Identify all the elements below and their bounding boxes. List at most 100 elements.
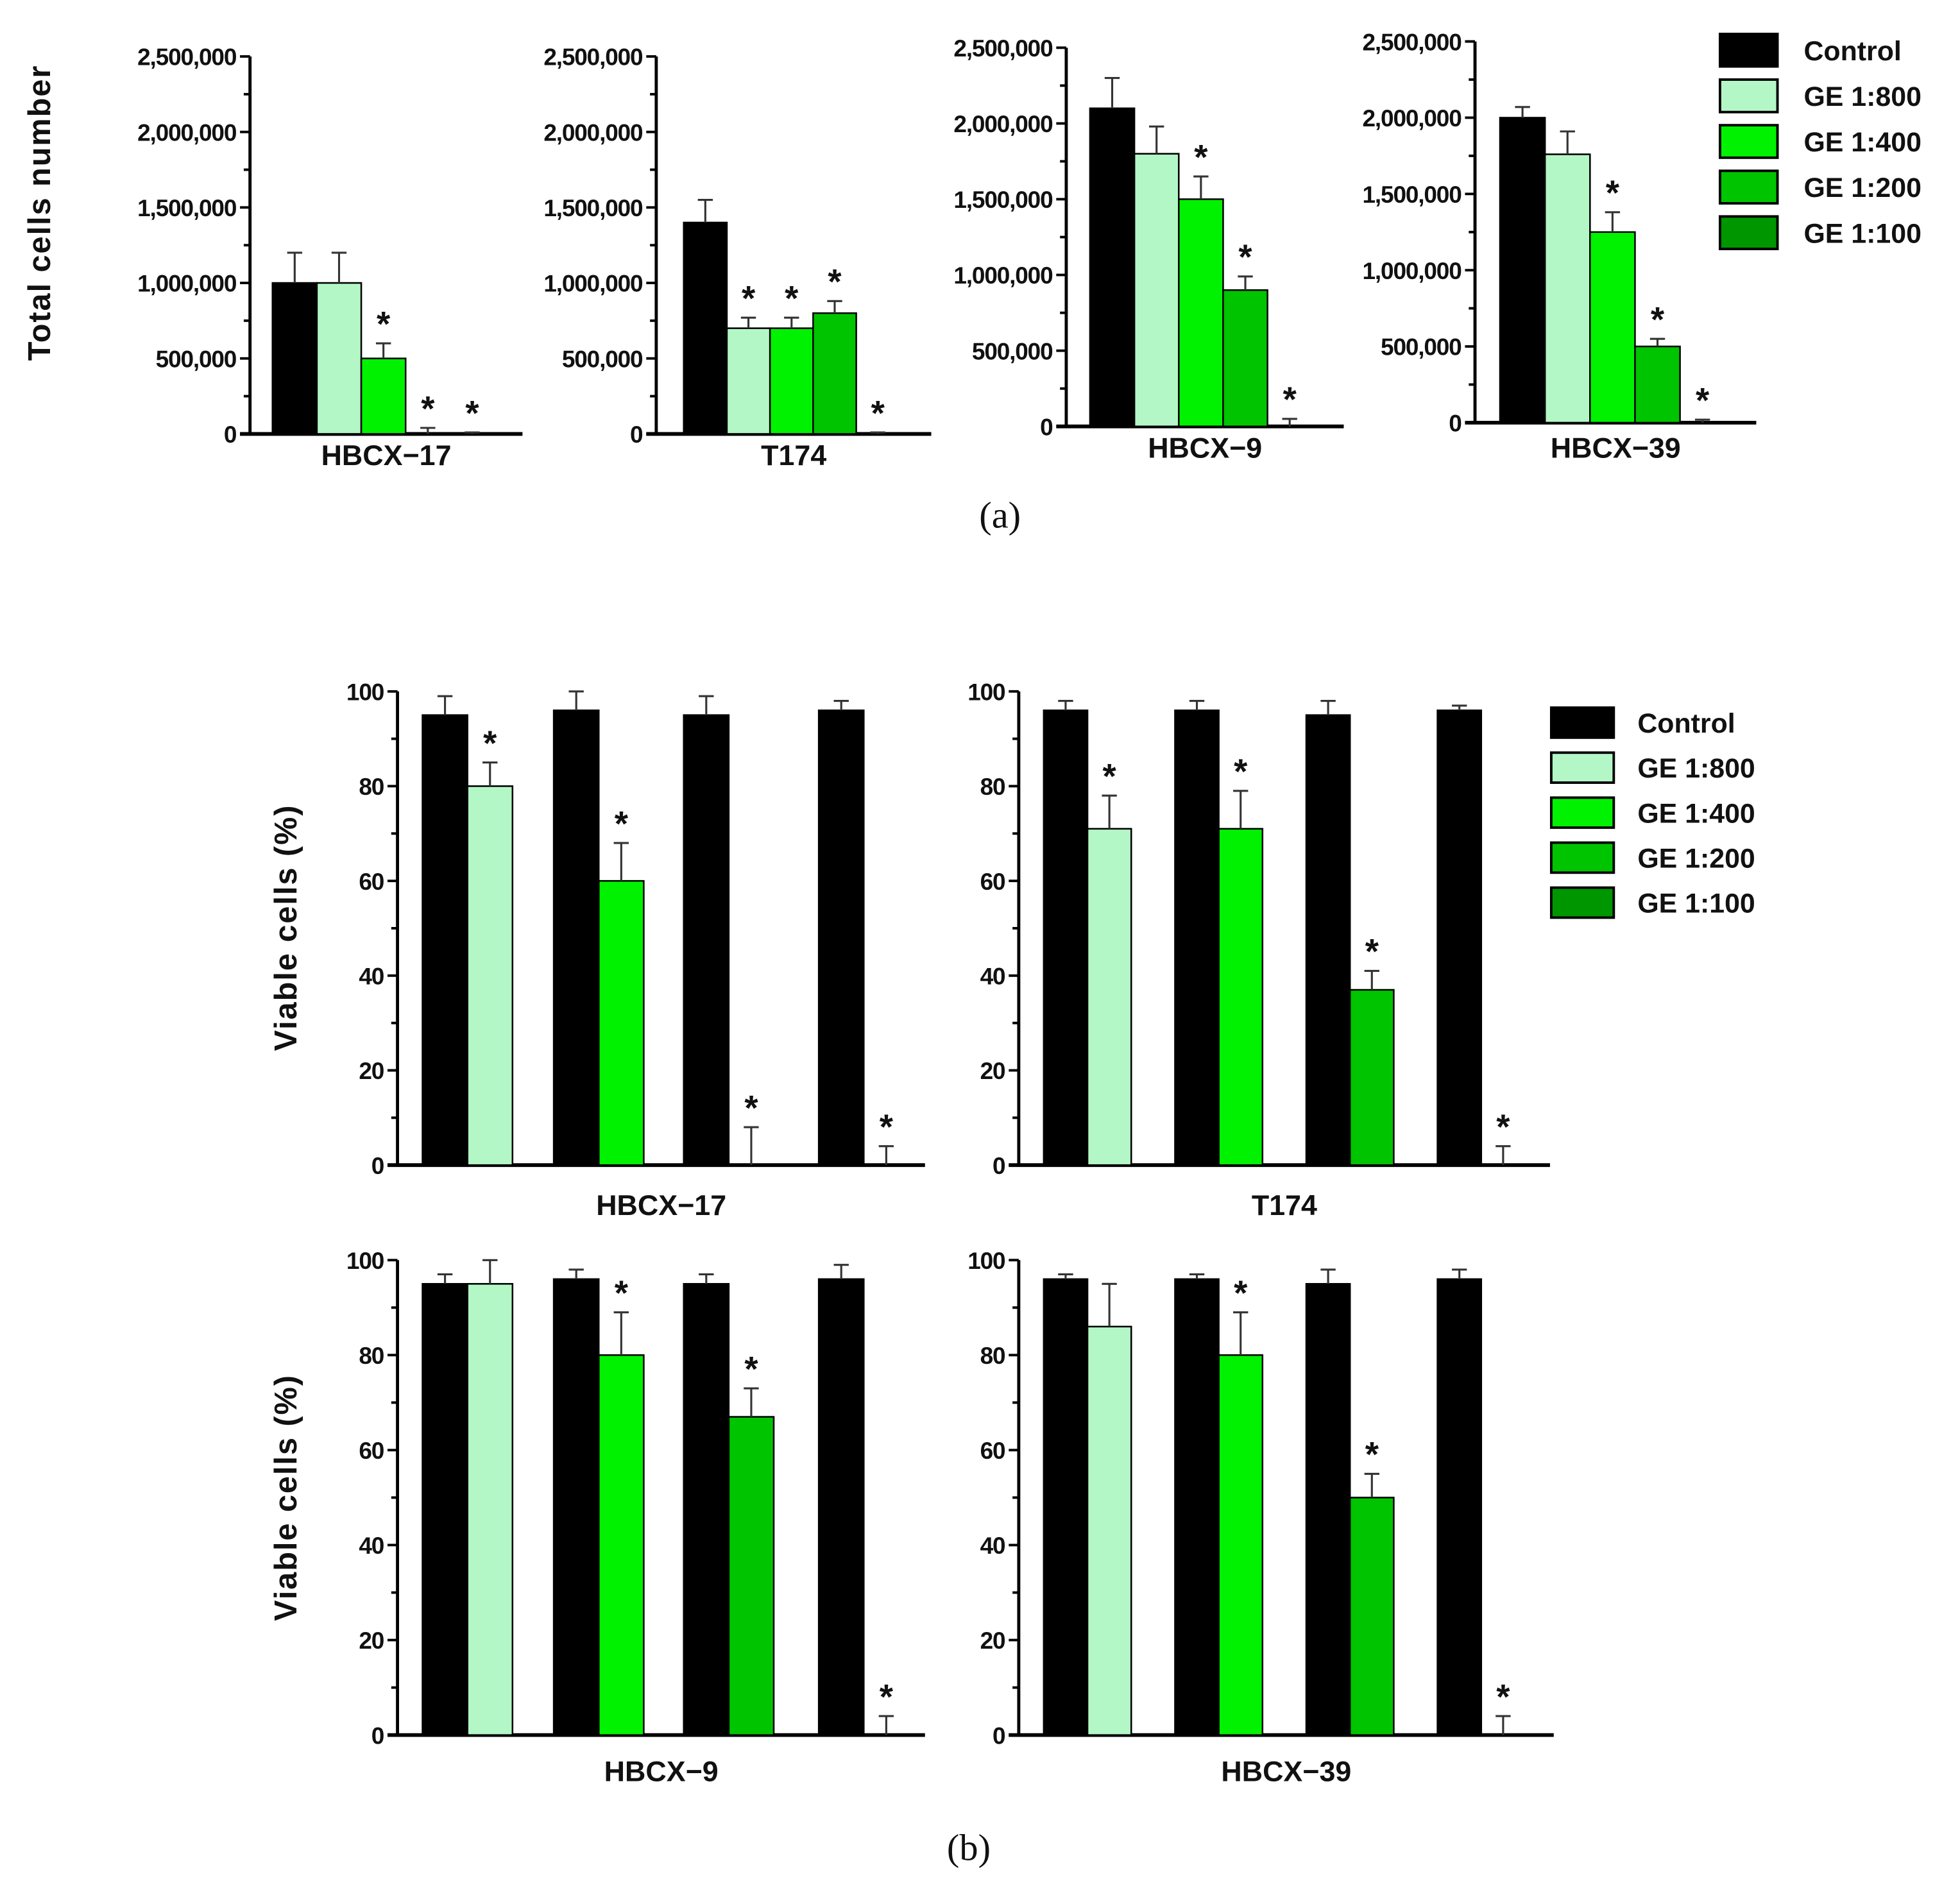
significance-star: * — [1496, 1107, 1510, 1146]
bar — [1480, 1164, 1526, 1167]
y-tick-label: 1,500,000 — [1363, 181, 1462, 208]
y-tick-label: 500,000 — [1381, 334, 1461, 361]
legend-swatch — [1718, 32, 1779, 68]
bar — [1436, 710, 1483, 1166]
legend-swatch — [1549, 796, 1615, 829]
bar — [1086, 1325, 1132, 1736]
significance-star: * — [615, 804, 629, 843]
significance-star: * — [1194, 137, 1208, 176]
subplot-1-0: 0 20 40 60 80 100 * * * * HBCX−17 — [346, 678, 925, 1221]
significance-star: * — [1103, 757, 1117, 796]
significance-star: * — [615, 1273, 629, 1313]
bar — [597, 880, 645, 1166]
y-tick-label: 60 — [359, 868, 384, 895]
significance-star: * — [1365, 1435, 1379, 1474]
y-tick-label: 80 — [359, 1342, 384, 1369]
significance-star: * — [1238, 237, 1252, 276]
subplot-title: HBCX−17 — [596, 1189, 726, 1221]
y-tick-label: 0 — [630, 421, 643, 448]
legend: Control GE 1:800 GE 1:400 GE 1:200 GE 1:100 — [1718, 32, 1922, 251]
significance-star: * — [880, 1677, 894, 1716]
y-tick-label: 500,000 — [562, 345, 643, 372]
bar — [1218, 1354, 1264, 1736]
significance-star: * — [828, 262, 842, 302]
y-tick-label: 60 — [980, 1437, 1005, 1464]
bar — [597, 1354, 645, 1736]
y-tick-label: 60 — [980, 868, 1005, 895]
bar — [1218, 828, 1264, 1166]
y-tick-label: 0 — [1449, 410, 1461, 437]
legend-label: GE 1:100 — [1803, 218, 1921, 249]
bar — [1178, 198, 1224, 427]
significance-star: * — [871, 393, 885, 432]
y-tick-label: 80 — [980, 773, 1005, 800]
subplot-0-0: 0 500,000 1,000,000 1,500,000 2,000,000 2,500… — [137, 44, 523, 472]
subplot-0-3: 0 500,000 1,000,000 1,500,000 2,000,000 2,500… — [1363, 28, 1757, 464]
bar — [863, 1164, 910, 1167]
bar — [1436, 1278, 1483, 1736]
y-tick-label: 0 — [1040, 413, 1053, 440]
bar — [466, 785, 514, 1166]
legend-swatch — [1549, 841, 1615, 874]
subplot-1-3: 0 20 40 60 80 100 * * * HBCX−39 — [967, 1247, 1554, 1788]
legend-label: GE 1:100 — [1637, 888, 1755, 919]
y-tick-label: 0 — [224, 421, 237, 448]
legend-label: GE 1:800 — [1637, 753, 1755, 784]
y-tick-label: 40 — [359, 1532, 384, 1559]
y-tick-label: 100 — [346, 1247, 384, 1274]
legend-label: Control — [1803, 36, 1901, 67]
legend-swatch — [1718, 78, 1779, 114]
bar — [1043, 710, 1089, 1166]
bar — [552, 710, 600, 1166]
subplot-1-2: 0 20 40 60 80 100 * * * HBCX−9 — [346, 1247, 925, 1788]
bar — [683, 714, 730, 1166]
subplot-1-1: 0 20 40 60 80 100 * * * * T174 — [967, 678, 1550, 1221]
significance-star: * — [1365, 932, 1379, 971]
panel-label-a: (a) — [979, 495, 1021, 536]
bar — [1133, 153, 1180, 427]
y-tick-label: 40 — [359, 962, 384, 989]
bar — [1305, 714, 1351, 1166]
y-axis-label: Total cells number — [22, 65, 57, 361]
subplot-title: HBCX−9 — [1148, 432, 1262, 464]
significance-star: * — [1696, 380, 1710, 420]
bar — [1043, 1278, 1089, 1736]
legend-label: GE 1:200 — [1637, 843, 1755, 874]
bar — [422, 1283, 468, 1736]
bar — [1499, 117, 1546, 424]
significance-star: * — [1651, 300, 1665, 339]
y-tick-label: 1,000,000 — [1363, 257, 1462, 284]
y-tick-label: 1,500,000 — [137, 194, 237, 221]
legend-swatch — [1718, 215, 1779, 251]
y-tick-label: 0 — [371, 1722, 384, 1749]
bar — [1480, 1734, 1526, 1737]
y-tick-label: 20 — [980, 1057, 1005, 1084]
significance-star: * — [744, 1349, 758, 1388]
bar — [552, 1278, 600, 1736]
y-tick-label: 20 — [980, 1627, 1005, 1654]
bar — [728, 1164, 775, 1167]
bar — [1086, 828, 1132, 1166]
y-tick-label: 1,500,000 — [953, 186, 1053, 213]
y-tick-label: 100 — [967, 1247, 1005, 1274]
y-tick-label: 80 — [359, 773, 384, 800]
significance-star: * — [1496, 1677, 1510, 1716]
significance-star: * — [1234, 752, 1248, 791]
y-tick-label: 1,000,000 — [137, 270, 237, 297]
legend-label: GE 1:800 — [1803, 81, 1921, 112]
significance-star: * — [785, 278, 799, 318]
bar — [812, 312, 857, 435]
bar — [271, 282, 318, 435]
y-tick-label: 2,500,000 — [1363, 28, 1462, 55]
y-tick-label: 2,500,000 — [953, 35, 1053, 62]
significance-star: * — [880, 1107, 894, 1146]
y-tick-label: 60 — [359, 1437, 384, 1464]
bar — [316, 282, 362, 435]
y-tick-label: 1,000,000 — [953, 262, 1053, 289]
significance-star: * — [465, 393, 479, 432]
y-tick-label: 500,000 — [972, 337, 1053, 364]
subplot-title: HBCX−39 — [1221, 1756, 1351, 1788]
legend-swatch — [1718, 124, 1779, 159]
bar — [1349, 1497, 1395, 1736]
bar — [817, 710, 865, 1166]
